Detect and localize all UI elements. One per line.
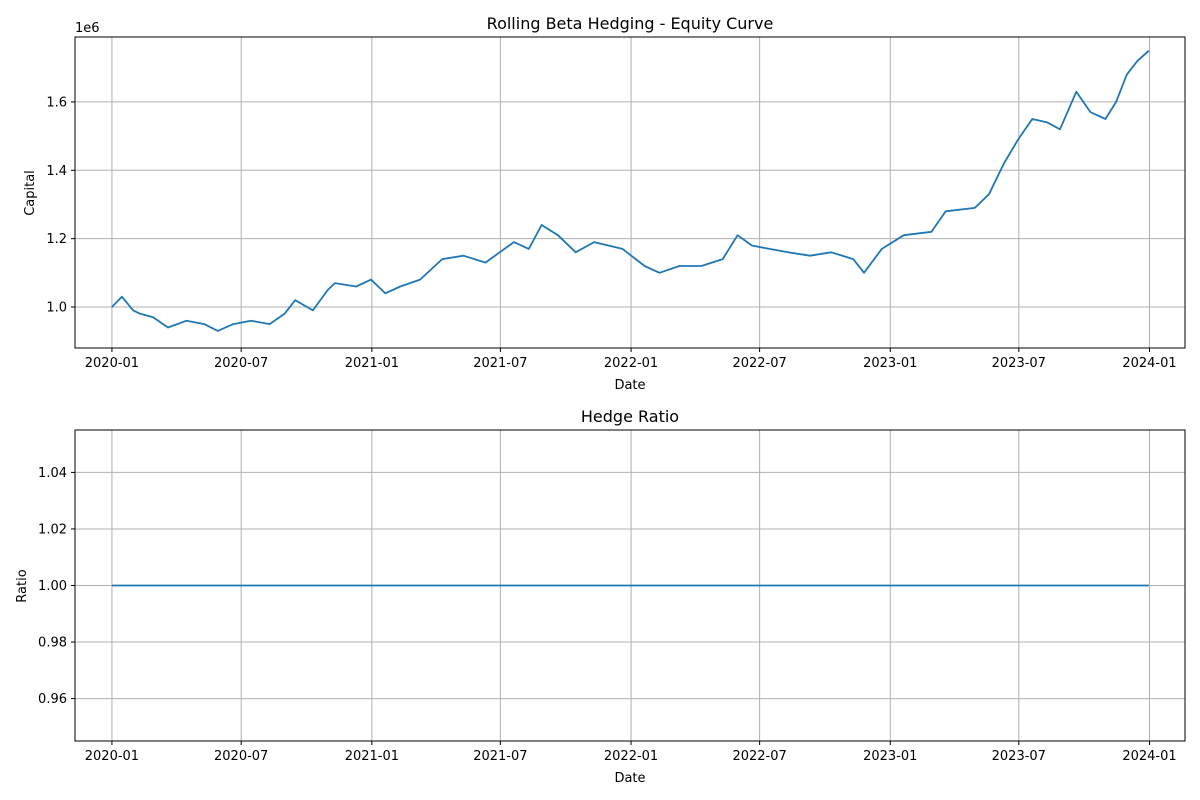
x-tick-label: 2024-01 [1122,749,1176,764]
x-tick-label: 2022-01 [604,749,658,764]
y-tick-label: 1.04 [38,466,67,481]
y-axis-label: Ratio [15,569,30,602]
x-tick-label: 2023-07 [992,749,1046,764]
x-tick-label: 2021-07 [473,356,527,371]
x-tick-label: 2023-01 [863,749,917,764]
series-line [111,50,1150,332]
x-tick-label: 2022-07 [732,749,786,764]
y-tick-label: 0.96 [38,692,67,707]
x-tick-label: 2020-07 [214,356,268,371]
equity-curve-chart: Rolling Beta Hedging - Equity Curve 2020… [23,14,1186,393]
chart-title: Rolling Beta Hedging - Equity Curve [487,14,774,33]
x-tick-label: 2024-01 [1122,356,1176,371]
x-tick-label: 2023-01 [863,356,917,371]
y-tick-label: 1.2 [46,232,67,247]
y-tick-label: 0.98 [38,636,67,651]
hedge-ratio-chart: Hedge Ratio 2020-01 2020-07 2021-01 2021-07… [15,407,1186,786]
x-tick-label: 2021-01 [345,356,399,371]
x-tick-label: 2022-01 [604,356,658,371]
y-tick-label: 1.02 [38,522,67,537]
y-tick-label: 1.0 [46,300,67,315]
x-tick-label: 2021-01 [345,749,399,764]
y-axis-label: Capital [23,170,38,216]
plot-frame [74,36,1186,349]
x-tick-label: 2022-07 [732,356,786,371]
y-offset-label: 1e6 [75,21,100,36]
x-axis-label: Date [614,378,645,393]
chart-title: Hedge Ratio [581,407,679,426]
x-tick-label: 2020-01 [85,749,139,764]
y-tick-label: 1.00 [38,579,67,594]
x-tick-label: 2020-07 [214,749,268,764]
x-tick-label: 2023-07 [992,356,1046,371]
x-tick-label: 2021-07 [473,749,527,764]
y-tick-label: 1.6 [46,95,67,110]
y-tick-label: 1.4 [46,164,67,179]
x-axis-label: Date [614,771,645,786]
x-tick-label: 2020-01 [85,356,139,371]
